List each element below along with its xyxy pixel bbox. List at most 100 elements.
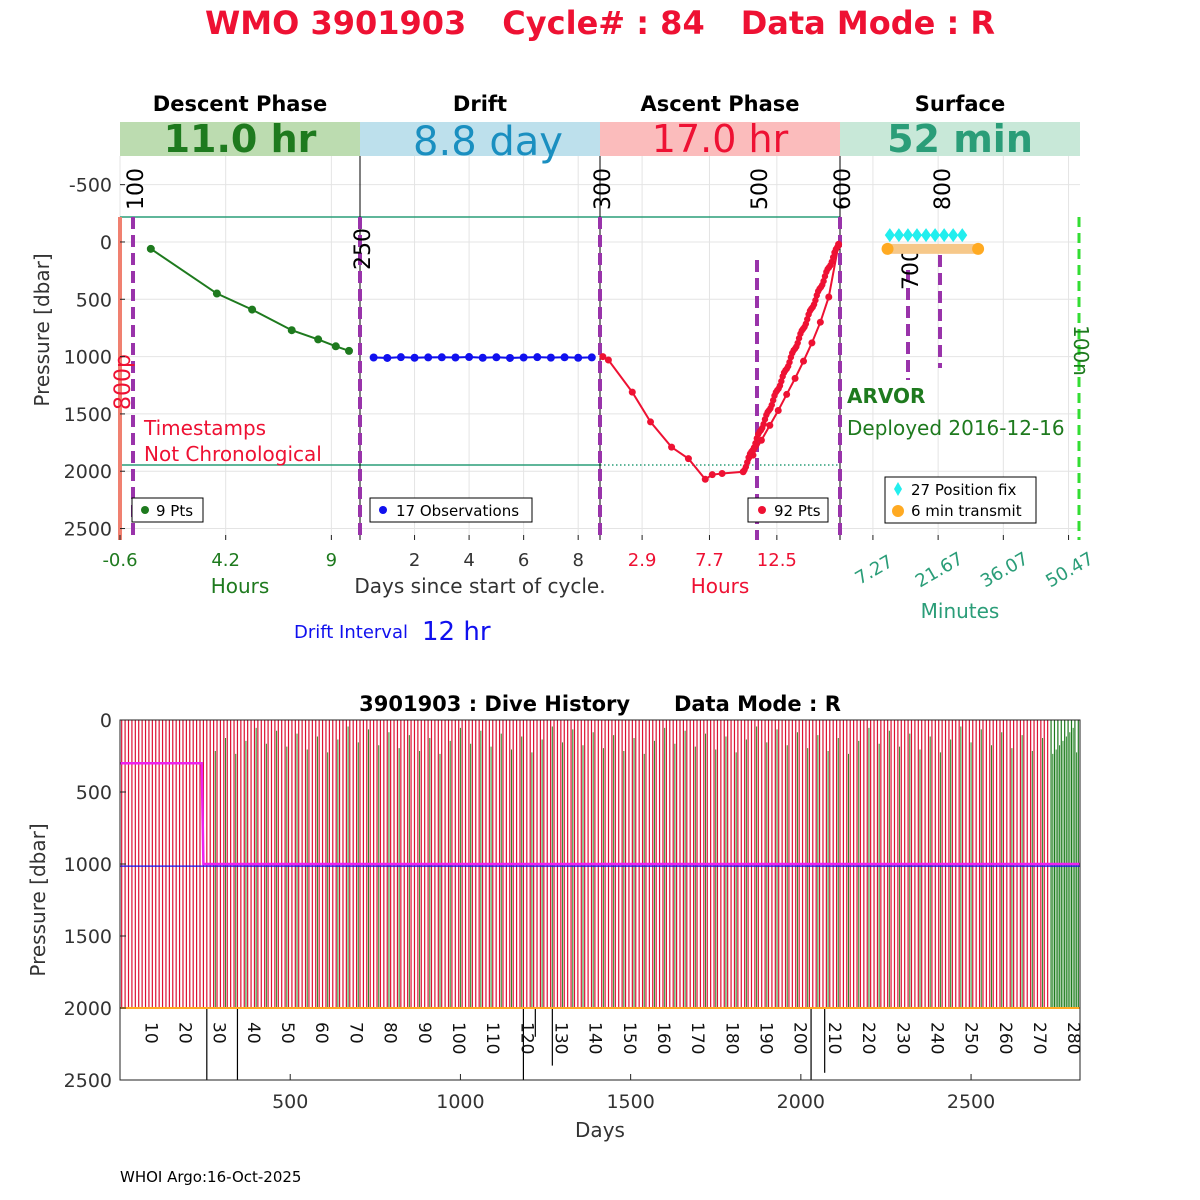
ascent-point [599,353,607,361]
cycle-label: 270 [1029,1022,1049,1054]
descent-point [146,244,155,253]
ascent-point [766,421,774,429]
ascent-point [684,455,692,463]
marker-label-500: 500 [748,168,773,210]
legend-drift-marker [379,506,387,514]
bottom-ytick-label: 0 [100,710,112,732]
surface-duration-band [840,122,1080,156]
top-ytick-label: 1500 [64,404,112,426]
drift-point [410,353,419,362]
left-red-bar [118,217,122,540]
ascent-point [820,277,827,285]
cycle-label: 150 [619,1022,639,1054]
ascent-point [783,390,791,398]
drift-point [587,353,596,362]
cycle-label: 280 [1063,1022,1083,1054]
cycle-label: 30 [209,1022,229,1044]
cycle-label: 160 [653,1022,673,1054]
transmit-point [881,242,894,255]
float-type: ARVOR [847,384,925,408]
descent-point [212,289,221,298]
drift-duration: 8.8 day [413,119,563,165]
park-pressure-line [120,761,1080,866]
ascent-point [752,440,759,447]
purple-markers [131,217,942,540]
cycle-label: 170 [687,1022,707,1054]
cycle-panel: Descent Phase Drift Ascent Phase Surface… [30,92,1097,647]
bottom-ytick-label: 2500 [64,1070,112,1092]
title-mode: Data Mode : R [741,4,995,42]
top-ytick-label: 2500 [64,519,112,541]
descent-axis-label: Hours [211,574,270,598]
cycle-label: 70 [345,1022,365,1044]
deployed-date: Deployed 2016-12-16 [847,416,1065,440]
cycle-label: 190 [756,1022,776,1054]
top-xtick-label: 2.9 [628,550,657,571]
top-ytick-label: 500 [76,289,112,311]
legend-drift-text: 17 Observations [396,502,519,520]
marker-label-100: 100 [124,168,149,210]
legend-surface: 27 Position fix 6 min transmit [884,476,1037,524]
surface-duration: 52 min [887,117,1033,161]
bottom-ytick-label: 500 [76,782,112,804]
ascent-point [701,475,709,483]
legend-ascent: 92 Pts [747,497,829,523]
ascent-axis-label: Hours [691,574,750,598]
ascent-point [760,420,767,428]
drift-point [465,353,474,362]
cycle-label: 100 [448,1022,468,1054]
note-not-chronological: Not Chronological [144,442,322,466]
dive-history-panel: 3901903 : Dive History Data Mode : R 500… [26,692,1083,1142]
footer: WHOI Argo:16-Oct-2025 [120,1168,301,1186]
cycle-label: 80 [380,1022,400,1044]
legend-position-text: 27 Position fix [911,481,1016,499]
descent-point [314,335,323,344]
position-fix-point [957,228,968,243]
drift-point [424,353,433,362]
top-xtick-label: -0.6 [102,550,137,571]
drift-axis-label: Days since start of cycle. [354,574,605,598]
cycle-label: 10 [140,1022,160,1044]
bottom-ytick-label: 1500 [64,926,112,948]
legend-drift: 17 Observations [369,497,533,523]
cycle-label: 180 [721,1022,741,1054]
ascent-point [708,471,716,479]
ascent-point [800,357,808,365]
drift-point [533,353,542,362]
bottom-title: 3901903 : Dive History Data Mode : R [359,692,841,716]
drift-point [492,353,501,362]
legend-ascent-marker [758,506,766,514]
ascent-point [744,459,751,466]
ascent-point [791,374,799,382]
ascent-point [835,242,842,249]
cycle-label: 50 [277,1022,297,1044]
cycle-label: 40 [243,1022,263,1044]
top-xtick-label: 8 [572,550,583,571]
title-cycle: Cycle# : 84 [502,4,704,42]
position-fix-point [939,228,950,243]
position-fix-point [893,228,904,243]
bottom-xtick-label: 2500 [947,1091,995,1113]
top-ylabel: Pressure [dbar] [30,253,54,406]
ascent-point [774,406,782,414]
cycle-label: 130 [550,1022,570,1054]
position-fix-point [930,228,941,243]
main-title: WMO 3901903 Cycle# : 84 Data Mode : R [205,4,995,42]
ascent-point [794,339,801,347]
legend-transmit-text: 6 min transmit [911,502,1022,520]
ascent-point [647,418,655,426]
cycle-label: 220 [858,1022,878,1054]
cycle-label: 200 [790,1022,810,1054]
surface-xtick-label: 36.07 [977,548,1032,592]
descent-duration-band [120,122,360,156]
legend-ascent-text: 92 Pts [774,502,821,520]
drift-point [546,353,555,362]
descent-point [287,326,296,335]
cycle-label: 250 [961,1022,981,1054]
top-xtick-label: 2 [409,550,420,571]
top-series [146,228,985,483]
marker-label-300: 300 [591,168,616,210]
surface-phase-title: Surface [915,92,1005,116]
cycle-label: 240 [926,1022,946,1054]
